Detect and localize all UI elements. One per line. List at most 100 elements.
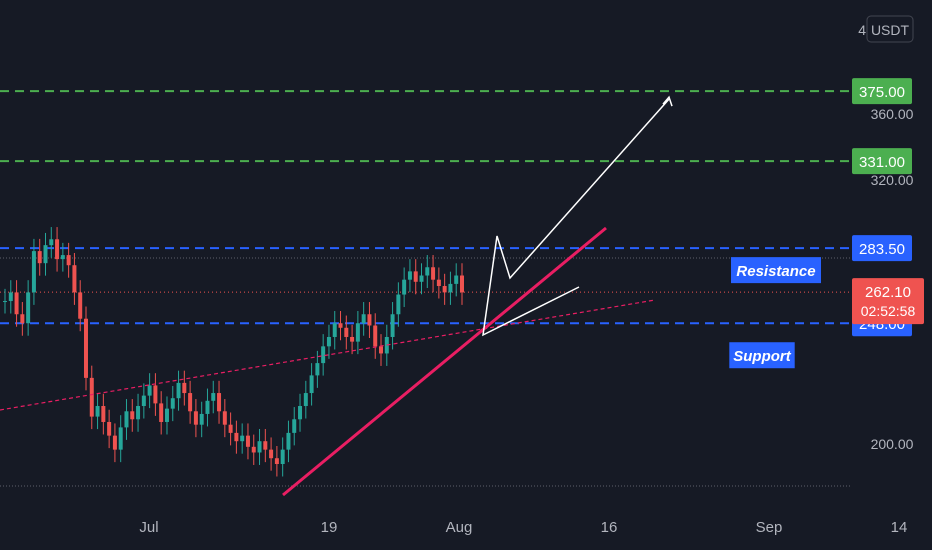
candle-body: [361, 314, 366, 324]
candle-body: [355, 323, 360, 342]
candle-body: [269, 449, 274, 459]
candle-body: [298, 406, 303, 420]
candle-body: [164, 408, 169, 422]
candle-body: [315, 363, 320, 376]
time-axis-label: Sep: [756, 519, 783, 536]
candle-body: [112, 435, 117, 450]
candle-body: [460, 275, 464, 293]
candle-body: [83, 318, 88, 378]
level-tag-label: 331.00: [859, 154, 905, 171]
currency-box: [866, 15, 914, 43]
candle-body: [49, 239, 54, 246]
candle-body: [263, 441, 268, 450]
time-axis-label: 14: [891, 519, 908, 536]
uptrend-line: [282, 226, 607, 497]
candle-body: [176, 382, 181, 399]
candle-body: [205, 400, 210, 414]
candle-body: [124, 411, 129, 428]
candle-body: [373, 325, 378, 347]
last-price-label: 262.10: [865, 284, 911, 301]
candle-body: [89, 377, 94, 417]
candle-body: [118, 427, 123, 450]
annotation-box: [731, 257, 821, 284]
candle-body: [292, 419, 297, 433]
currency-indicator: 4 USDT: [858, 15, 914, 43]
level-tag-label: 375.00: [859, 84, 905, 101]
currency-label: USDT: [871, 22, 910, 38]
candle-body: [26, 292, 31, 324]
countdown-label: 02:52:58: [861, 303, 916, 319]
candle-body: [419, 275, 424, 282]
candle-body: [222, 411, 227, 425]
candle-body: [257, 441, 262, 453]
candle-body: [95, 406, 100, 417]
candle-body: [234, 432, 239, 442]
candle-body: [379, 346, 384, 354]
candle-body: [350, 336, 355, 342]
projection-path: [482, 98, 670, 337]
candle-body: [413, 271, 418, 282]
candle-body: [211, 393, 216, 401]
candle-body: [286, 432, 291, 450]
candle-body: [78, 292, 83, 319]
candle-body: [448, 283, 453, 293]
dashed-trend-line: [0, 299, 656, 411]
price-axis-label: 360.00: [871, 106, 914, 122]
candle-body: [251, 446, 256, 453]
candle-body: [367, 314, 372, 326]
time-axis-label: 19: [321, 519, 338, 536]
candle-body: [8, 292, 13, 302]
projection-arrowhead: [662, 95, 673, 107]
price-axis: 360.00 320.00 200.00 4 USDT 375.00 331.00 283.5…: [852, 15, 924, 452]
candle-body: [402, 279, 407, 295]
candle-body: [188, 393, 193, 412]
candle-body: [170, 398, 175, 409]
candle-body: [66, 255, 71, 266]
candle-body: [280, 449, 285, 465]
annotation-label: Resistance: [736, 263, 815, 280]
candle-body: [332, 323, 337, 337]
candle-body: [436, 279, 441, 287]
annotation-label: Support: [733, 348, 791, 365]
candle-body: [240, 435, 245, 442]
last-price-tag: [852, 278, 924, 325]
time-axis-label: Jul: [139, 519, 158, 536]
candle-body: [182, 382, 187, 394]
candle-body: [55, 239, 60, 260]
candle-body: [321, 346, 326, 364]
annotation-box: [729, 342, 795, 369]
candle-body: [309, 375, 314, 394]
candle-body: [31, 251, 36, 293]
candle-body: [153, 385, 158, 404]
candle-body: [326, 336, 331, 347]
level-tag-target: [852, 148, 912, 175]
price-levels-layer: [0, 90, 852, 487]
time-axis-label: Aug: [446, 519, 473, 536]
candle-body: [442, 286, 447, 293]
drawings-layer: Resistance Support: [0, 95, 821, 497]
candle-body: [147, 385, 152, 396]
candle-body: [101, 406, 106, 422]
price-axis-label: 320.00: [871, 172, 914, 188]
candle-body: [159, 403, 164, 422]
candle-body: [193, 411, 198, 425]
level-tag-target: [852, 78, 912, 105]
candle-body: [107, 421, 112, 436]
time-axis-label: 16: [601, 519, 618, 536]
candle-body: [245, 435, 250, 447]
candle-body: [199, 413, 204, 425]
candles-layer: [3, 227, 464, 477]
candle-body: [303, 393, 308, 407]
currency-prefix: 4: [858, 22, 866, 38]
candle-body: [130, 411, 135, 420]
candle-body: [14, 292, 19, 315]
candle-body: [338, 323, 343, 328]
candle-body: [431, 267, 436, 280]
candle-body: [454, 275, 459, 284]
candle-body: [37, 251, 42, 264]
candle-body: [43, 245, 48, 264]
price-axis-label: 200.00: [871, 436, 914, 452]
candle-body: [228, 424, 233, 433]
candle-body: [136, 406, 141, 420]
